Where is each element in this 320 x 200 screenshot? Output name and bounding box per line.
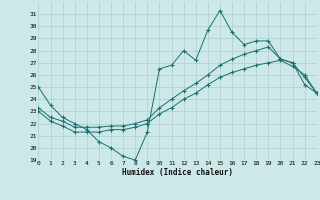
- X-axis label: Humidex (Indice chaleur): Humidex (Indice chaleur): [122, 168, 233, 177]
